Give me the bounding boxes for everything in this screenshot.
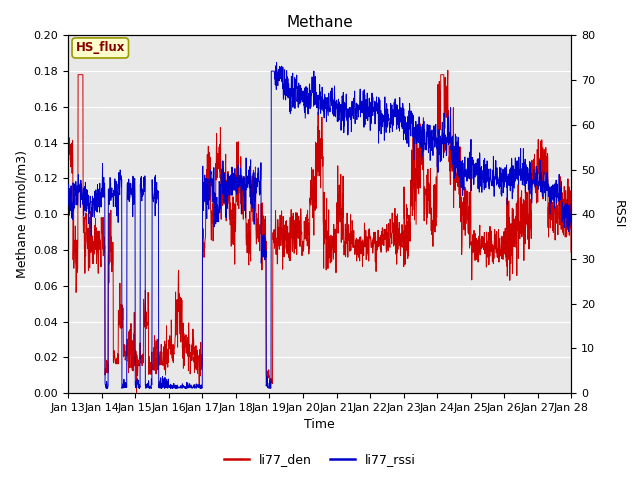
Title: Methane: Methane <box>286 15 353 30</box>
Text: HS_flux: HS_flux <box>76 41 125 54</box>
X-axis label: Time: Time <box>305 419 335 432</box>
Legend: li77_den, li77_rssi: li77_den, li77_rssi <box>219 448 421 471</box>
Y-axis label: RSSI: RSSI <box>612 200 625 228</box>
Y-axis label: Methane (mmol/m3): Methane (mmol/m3) <box>15 150 28 278</box>
